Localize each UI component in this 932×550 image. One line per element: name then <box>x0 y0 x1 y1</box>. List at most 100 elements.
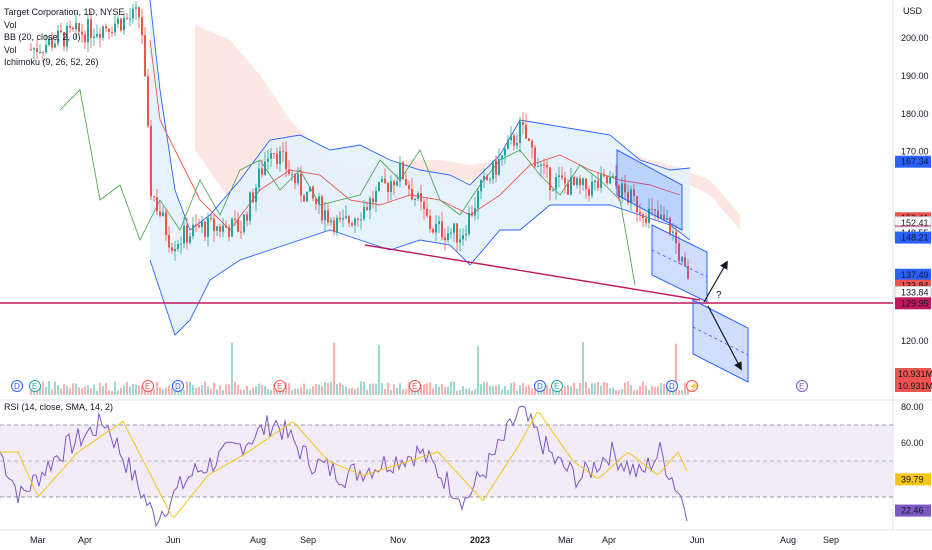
candle-body <box>507 140 509 149</box>
time-tick-label[interactable]: Apr <box>78 535 92 545</box>
volume-bar <box>522 383 524 395</box>
candle-body <box>414 199 416 200</box>
time-tick-label[interactable]: Aug <box>780 535 796 545</box>
volume-bar <box>498 385 500 395</box>
candle-body <box>432 229 434 233</box>
volume-bar <box>378 345 380 395</box>
time-tick-label[interactable]: Mar <box>558 535 574 545</box>
candle-body <box>489 179 491 180</box>
volume-bar <box>678 390 680 395</box>
candle-body <box>591 182 593 196</box>
volume-bar <box>234 382 236 395</box>
time-tick-label[interactable]: Jun <box>166 535 181 545</box>
candle-body <box>555 177 557 189</box>
time-tick-label[interactable]: Mar <box>30 535 46 545</box>
candle-body <box>273 153 275 154</box>
volume-bar <box>609 388 611 395</box>
time-tick-label[interactable]: Apr <box>602 535 616 545</box>
volume-bar <box>372 383 374 395</box>
volume-bar <box>69 388 71 395</box>
candle-body <box>525 125 527 139</box>
candle-body <box>483 176 485 180</box>
volume-bar <box>270 390 272 395</box>
volume-bar <box>90 388 92 395</box>
candle-body <box>351 223 353 225</box>
volume-bar <box>300 387 302 395</box>
volume-bar <box>396 388 398 395</box>
volume-bar <box>324 382 326 395</box>
legend-item-volume-2[interactable]: Vol <box>4 44 125 57</box>
volume-bar <box>252 388 254 395</box>
candle-body <box>201 222 203 227</box>
volume-bar <box>549 389 551 395</box>
volume-bar <box>615 390 617 395</box>
candle-body <box>537 166 539 167</box>
legend-item-ichimoku[interactable]: Ichimoku (9, 26, 52, 26) <box>4 56 125 69</box>
volume-bar <box>204 382 206 395</box>
candle-body <box>297 174 299 183</box>
legend-item-volume[interactable]: Vol <box>4 19 125 32</box>
volume-bar <box>84 387 86 395</box>
candle-body <box>276 154 278 164</box>
time-tick-label[interactable]: 2023 <box>470 535 490 545</box>
volume-bar <box>648 390 650 395</box>
question-mark-annotation: ? <box>716 290 722 301</box>
volume-bar <box>453 381 455 395</box>
time-axis[interactable]: Mar Apr Jun Aug Sep Nov 2023 Mar Apr Jun Aug Sep <box>30 535 839 545</box>
volume-bar <box>351 388 353 395</box>
candle-body <box>330 220 332 222</box>
candle-body <box>564 178 566 184</box>
volume-bar <box>138 385 140 395</box>
volume-bar <box>375 384 377 395</box>
price-tick-label: 200.00 <box>901 33 929 43</box>
rsi-legend-title[interactable]: RSI (14, close, SMA, 14, 2) <box>4 402 113 412</box>
candle-body <box>300 174 302 195</box>
candle-body <box>501 155 503 159</box>
candle-body <box>480 180 482 191</box>
volume-bar <box>231 343 233 395</box>
time-tick-label[interactable]: Sep <box>823 535 839 545</box>
volume-bar <box>348 388 350 395</box>
volume-bar <box>48 381 50 395</box>
legend-title[interactable]: Target Corporation, 1D, NYSE <box>4 6 125 19</box>
candle-body <box>450 233 452 234</box>
candle-body <box>138 7 140 17</box>
candle-body <box>600 175 602 188</box>
time-tick-label[interactable]: Aug <box>250 535 266 545</box>
event-marker-letter: E <box>799 382 804 391</box>
candle-body <box>360 219 362 220</box>
time-tick-label[interactable]: Nov <box>390 535 407 545</box>
volume-bar <box>435 384 437 395</box>
volume-bar <box>93 384 95 395</box>
candle-body <box>228 228 230 237</box>
volume-bar <box>306 389 308 395</box>
candle-body <box>495 161 497 175</box>
candle-body <box>216 226 218 230</box>
candle-body <box>315 198 317 203</box>
price-tag-label: 137.49 <box>901 270 929 280</box>
volume-bar <box>240 390 242 395</box>
volume-bar <box>462 386 464 395</box>
volume-bar <box>222 390 224 395</box>
candle-body <box>156 197 158 211</box>
volume-bar <box>108 390 110 395</box>
legend-item-bollinger[interactable]: BB (20, close, 2, 0) <box>4 31 125 44</box>
candle-body <box>126 18 128 19</box>
volume-bar <box>612 388 614 395</box>
candle-body <box>222 225 224 231</box>
candle-body <box>159 211 161 215</box>
descending-trendline <box>365 245 700 300</box>
candle-body <box>129 18 131 19</box>
volume-bar <box>291 390 293 395</box>
price-tag-label: 167.34 <box>901 157 929 167</box>
price-tick-label: 120.00 <box>901 336 929 346</box>
volume-tag-label: 10.931M <box>898 369 932 379</box>
volume-bar <box>456 391 458 395</box>
candle-body <box>378 182 380 191</box>
volume-bar <box>642 382 644 395</box>
time-tick-label[interactable]: Jun <box>690 535 705 545</box>
candle-body <box>171 247 173 251</box>
time-tick-label[interactable]: Sep <box>300 535 316 545</box>
